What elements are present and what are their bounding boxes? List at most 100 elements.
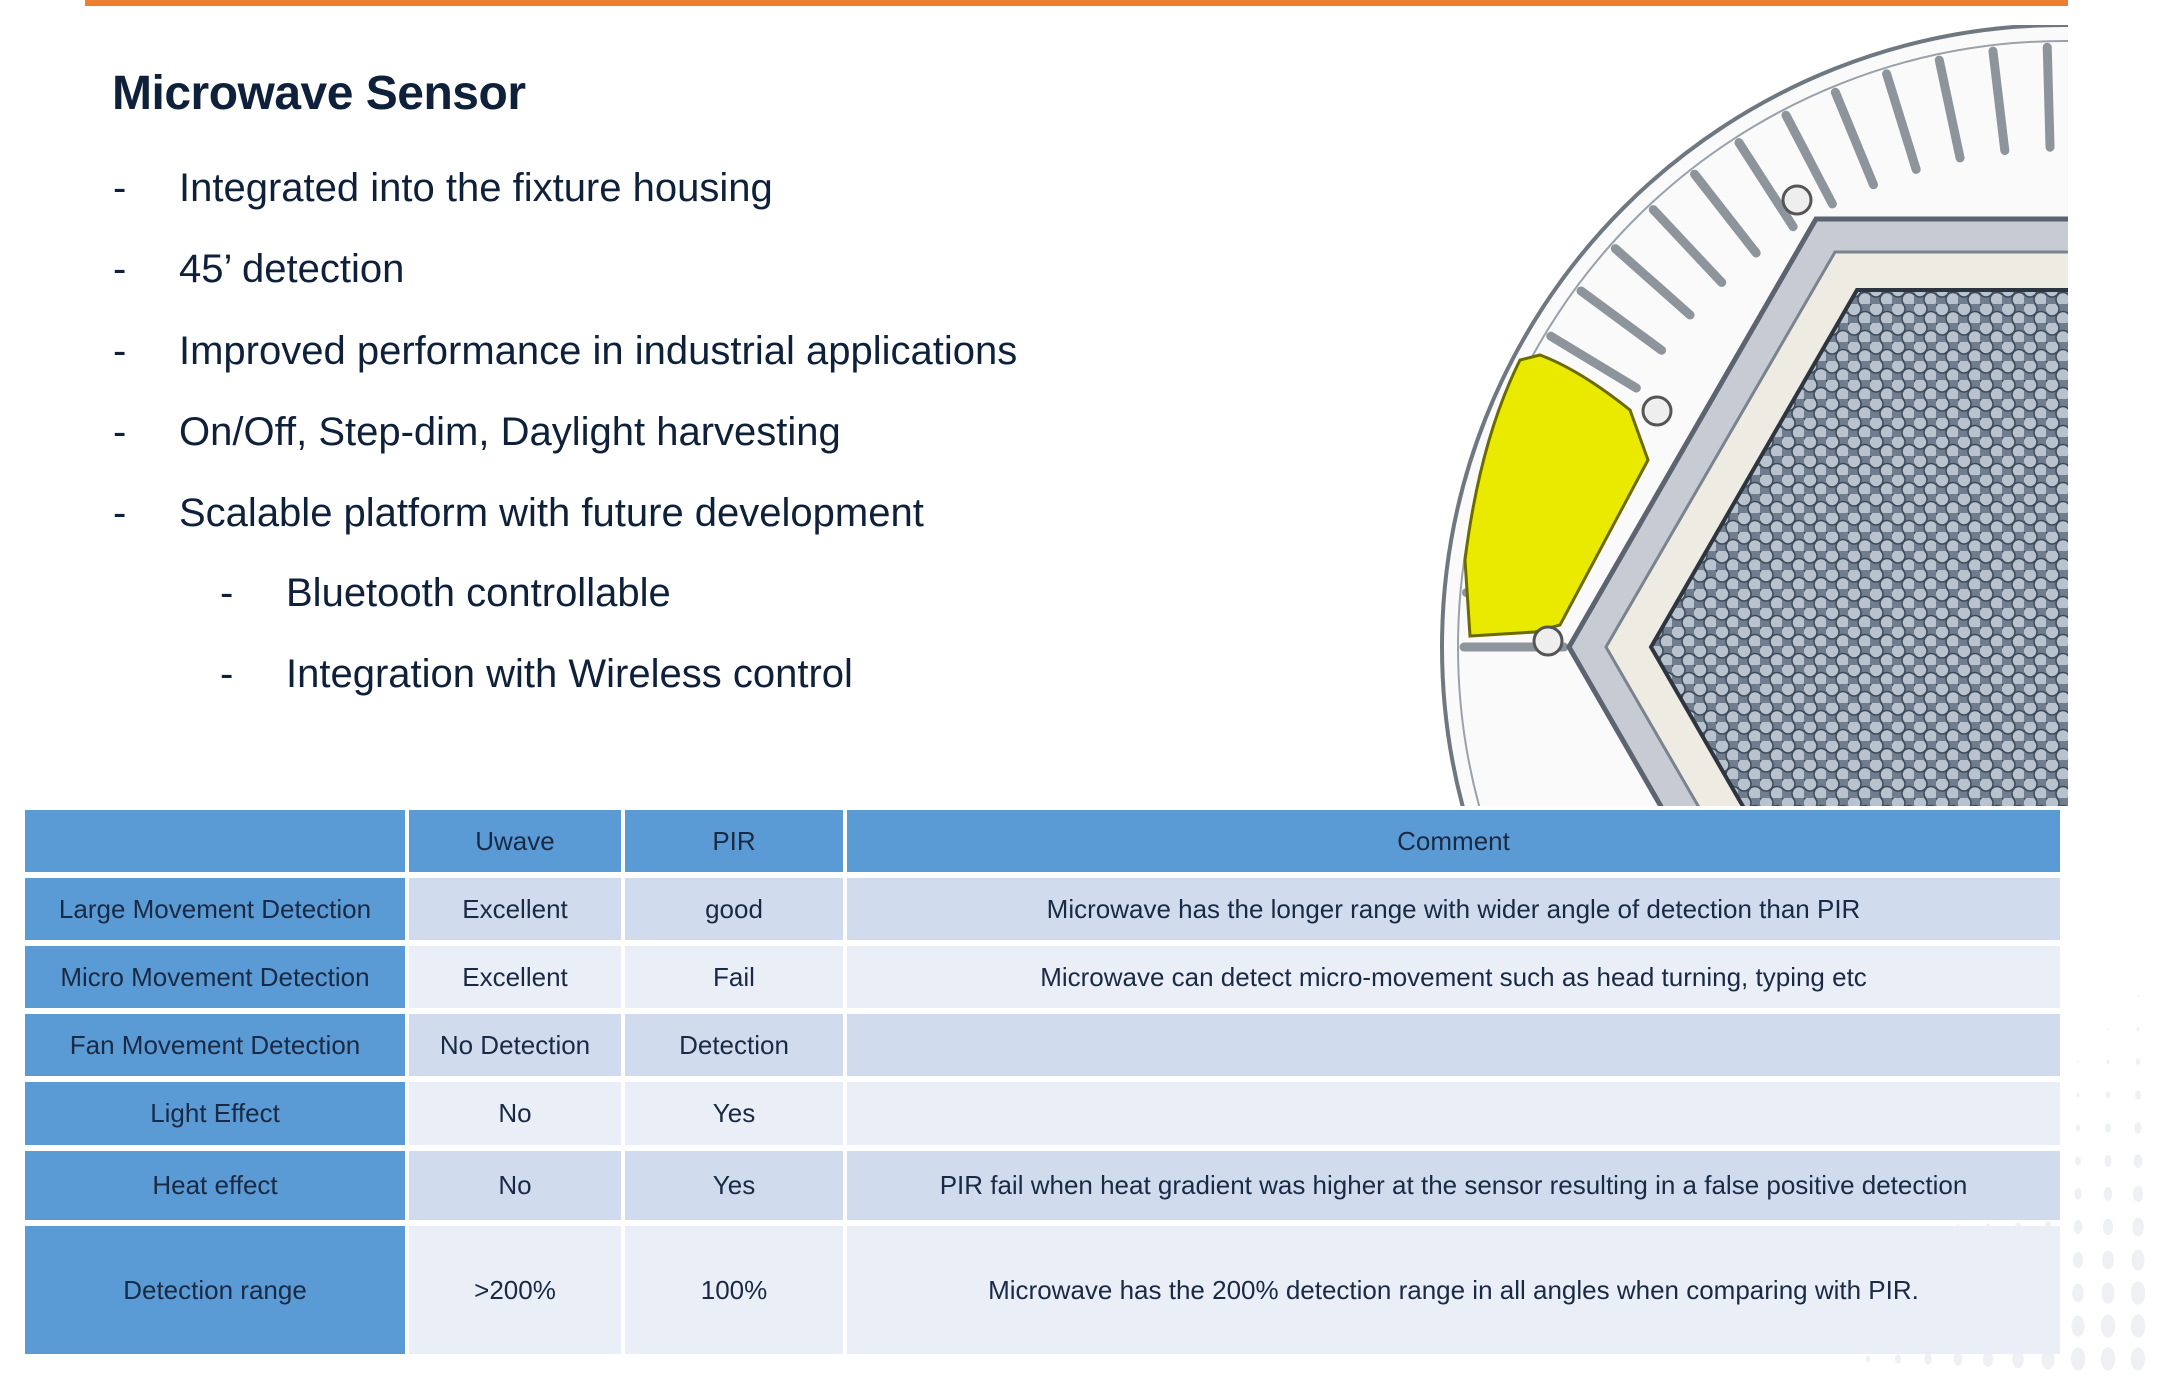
heatsink-fin — [1882, 69, 1921, 174]
decorative-dot — [2100, 1347, 2116, 1371]
comment-cell: PIR fail when heat gradient was higher a… — [847, 1151, 2060, 1220]
decorative-dot — [2136, 1026, 2140, 1032]
decorative-dot — [2131, 1249, 2145, 1271]
bullet-dash: - — [113, 329, 127, 373]
decorative-dot — [2077, 1060, 2079, 1064]
uwave-cell: No Detection — [409, 1014, 621, 1076]
table-row: Heat effect No Yes PIR fail when heat gr… — [25, 1151, 2060, 1220]
bullet-text: Integrated into the fixture housing — [179, 166, 773, 210]
comment-cell — [847, 1014, 2060, 1076]
bullet-text: 45’ detection — [179, 247, 405, 291]
heatsink-fin — [1934, 55, 1965, 163]
decorative-dot — [2101, 1282, 2115, 1304]
decorative-dot — [1924, 1353, 1932, 1365]
bullet-dash: - — [113, 410, 127, 454]
pir-cell: Yes — [625, 1151, 843, 1220]
decorative-dot — [1982, 1350, 1994, 1368]
fixture-housing-illustration — [1440, 25, 2068, 806]
header-cell: Uwave — [409, 810, 621, 872]
table-row: Large Movement Detection Excellent good … — [25, 878, 2060, 940]
decorative-dot — [2070, 1347, 2086, 1371]
decorative-dot — [2076, 1092, 2080, 1098]
pir-cell: Fail — [625, 946, 843, 1008]
uwave-cell: >200% — [409, 1226, 621, 1354]
decorative-dot — [2105, 1123, 2111, 1133]
header-cell — [25, 810, 405, 872]
bullet-dash: - — [113, 247, 127, 291]
pir-cell: Detection — [625, 1014, 843, 1076]
accent-bar — [85, 0, 2068, 6]
decorative-dot — [2071, 1315, 2085, 1337]
led-array — [1648, 288, 2068, 806]
bullet-dash: - — [220, 571, 234, 615]
bullet-text: Bluetooth controllable — [286, 571, 671, 615]
bullet-text: Scalable platform with future developmen… — [179, 491, 924, 535]
decorative-dot — [2135, 1058, 2141, 1066]
row-label: Fan Movement Detection — [25, 1014, 405, 1076]
bullet-text: Improved performance in industrial appli… — [179, 329, 1018, 373]
row-label: Micro Movement Detection — [25, 946, 405, 1008]
fixture-drawing — [1431, 25, 2068, 806]
bullet-text: Integration with Wireless control — [286, 652, 853, 696]
pir-cell: 100% — [625, 1226, 843, 1354]
heatsink-fin — [1690, 169, 1761, 258]
decorative-dot — [2130, 1314, 2146, 1338]
comparison-table: Uwave PIR Comment Large Movement Detecti… — [21, 804, 2064, 1360]
decorative-dot — [1895, 1354, 1901, 1364]
table-row: Light Effect No Yes — [25, 1082, 2060, 1145]
decorative-dot — [2100, 1314, 2116, 1338]
heatsink-fin — [1610, 244, 1695, 320]
decorative-dot — [2133, 1153, 2143, 1169]
decorative-dot — [2107, 1027, 2109, 1031]
decorative-dot — [2130, 1347, 2146, 1371]
decorative-dot — [2075, 1156, 2081, 1166]
sensor-housing — [1463, 353, 1650, 638]
header-cell: PIR — [625, 810, 843, 872]
row-label: Light Effect — [25, 1082, 405, 1145]
decorative-dot — [1953, 1351, 1963, 1367]
uwave-cell: Excellent — [409, 878, 621, 940]
comment-cell: Microwave has the longer range with wide… — [847, 878, 2060, 940]
table-row: Detection range >200% 100% Microwave has… — [25, 1226, 2060, 1354]
decorative-dot — [2137, 994, 2139, 998]
heatsink-fin — [1734, 138, 1798, 232]
comment-cell — [847, 1082, 2060, 1145]
header-cell: Comment — [847, 810, 2060, 872]
decorative-dot — [2105, 1091, 2111, 1099]
table-row: Micro Movement Detection Excellent Fail … — [25, 946, 2060, 1008]
row-label: Heat effect — [25, 1151, 405, 1220]
decorative-dot — [2102, 1250, 2114, 1270]
decorative-dot — [2074, 1188, 2082, 1200]
slide-title: Microwave Sensor — [112, 67, 526, 120]
heatsink-fin — [1648, 205, 1727, 288]
decorative-dot — [2134, 1122, 2142, 1134]
decorative-dot — [2012, 1349, 2024, 1369]
table-header-row: Uwave PIR Comment — [25, 810, 2060, 872]
pir-cell: Yes — [625, 1082, 843, 1145]
decorative-dot — [2075, 1124, 2081, 1132]
comment-cell: Microwave has the 200% detection range i… — [847, 1226, 2060, 1354]
heatsink-fin — [1830, 87, 1878, 190]
bullet-dash: - — [220, 652, 234, 696]
decorative-dot — [2135, 1090, 2141, 1100]
decorative-dot — [2132, 1217, 2144, 1237]
decorative-dot — [2132, 1185, 2144, 1203]
decorative-dot — [2103, 1186, 2113, 1202]
heatsink-fin — [1546, 331, 1641, 393]
decorative-dot — [2106, 1059, 2110, 1065]
uwave-cell: Excellent — [409, 946, 621, 1008]
heatsink-fin — [1576, 286, 1667, 355]
bullet-dash: - — [113, 491, 127, 535]
decorative-dot — [2104, 1155, 2112, 1167]
row-label: Detection range — [25, 1226, 405, 1354]
decorative-dot — [1865, 1355, 1871, 1363]
heatsink-fin — [1781, 110, 1837, 209]
pir-cell: good — [625, 878, 843, 940]
decorative-dot — [2073, 1219, 2083, 1235]
heatsink-fin — [1988, 46, 2010, 156]
decorative-dot — [2072, 1283, 2084, 1303]
comment-cell: Microwave can detect micro-movement such… — [847, 946, 2060, 1008]
uwave-cell: No — [409, 1151, 621, 1220]
decorative-dot — [2102, 1218, 2114, 1236]
decorative-dot — [2130, 1281, 2146, 1305]
